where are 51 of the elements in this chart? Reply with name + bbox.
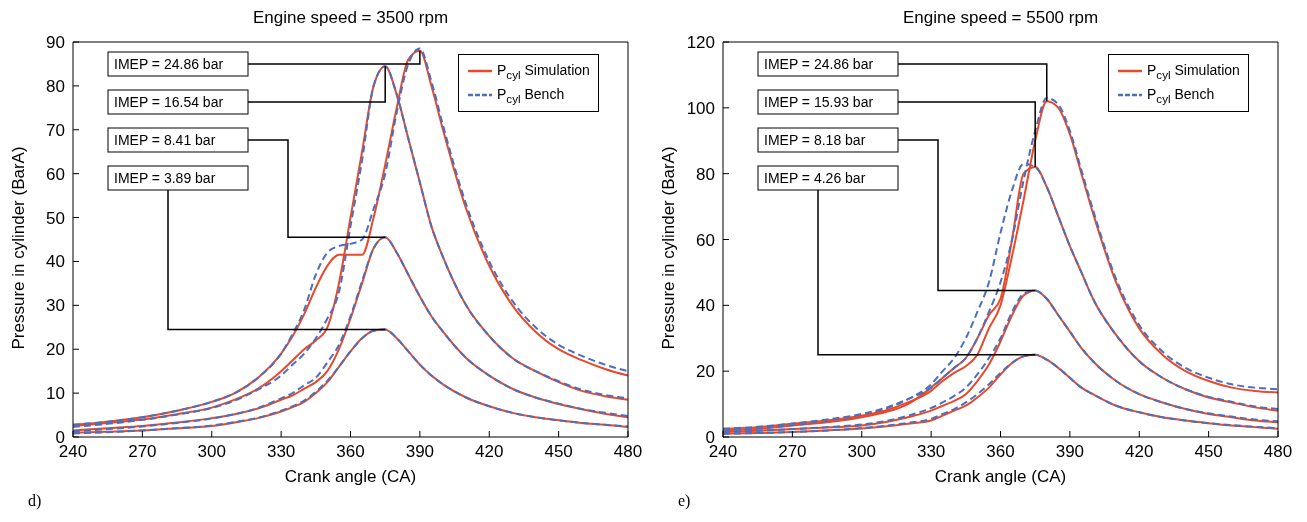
legend-label: P$_{cyl}$ Simulation — [1147, 61, 1240, 81]
x-tick-label: 390 — [405, 442, 435, 462]
y-tick-label: 80 — [696, 164, 715, 184]
x-tick-label: 300 — [197, 442, 226, 462]
annotation: IMEP = 24.86 bar — [764, 56, 874, 72]
legend-label: P$_{cyl}$ Bench — [1147, 85, 1215, 105]
x-tick-label: 450 — [1194, 442, 1223, 462]
chart-title: Engine speed = 3500 rpm — [251, 8, 450, 29]
text: d) — [27, 492, 43, 510]
annotation: IMEP = 3.89 bar — [114, 170, 216, 186]
x-tick-label: 420 — [475, 442, 504, 462]
x-axis-title: Crank angle (CA) — [934, 467, 1067, 486]
x-tick-label: 330 — [266, 442, 296, 462]
x-tick-label: 300 — [847, 442, 876, 462]
chart-title: Engine speed = 5500 rpm — [901, 8, 1100, 29]
y-tick-label: 40 — [46, 252, 65, 272]
x-tick-label: 420 — [1125, 442, 1154, 462]
y-tick-label: 80 — [46, 76, 65, 96]
x-tick-label: 360 — [336, 442, 365, 462]
y-tick-label: 20 — [696, 362, 715, 382]
y-tick-label: 50 — [46, 208, 65, 228]
annotation: IMEP = 8.41 bar — [114, 132, 216, 148]
annotation: IMEP = 24.86 bar — [114, 56, 224, 72]
annotation: IMEP = 8.18 bar — [764, 132, 866, 148]
y-tick-label: 40 — [696, 296, 715, 316]
x-tick-label: 480 — [613, 442, 643, 462]
annotation: IMEP = 16.54 bar — [114, 94, 224, 110]
x-tick-label: 480 — [1263, 442, 1293, 462]
x-tick-label: 270 — [128, 442, 157, 462]
y-tick-label: 20 — [46, 340, 65, 360]
y-tick-label: 100 — [686, 98, 715, 118]
x-tick-label: 360 — [986, 442, 1015, 462]
y-tick-label: 30 — [46, 296, 65, 316]
annotation: IMEP = 15.93 bar — [764, 94, 874, 110]
annotation: IMEP = 4.26 bar — [764, 170, 866, 186]
y-axis-title: Pressure in cylinder (BarA) — [9, 146, 29, 350]
x-tick-label: 450 — [544, 442, 573, 462]
legend-label: P$_{cyl}$ Bench — [497, 85, 565, 105]
x-tick-label: 330 — [916, 442, 946, 462]
x-tick-label: 270 — [778, 442, 807, 462]
y-tick-label: 60 — [46, 164, 65, 184]
text: e) — [677, 492, 692, 510]
y-tick-label: 60 — [696, 230, 715, 250]
x-axis-title: Crank angle (CA) — [284, 467, 417, 486]
y-tick-label: 120 — [686, 33, 715, 53]
legend-label: P$_{cyl}$ Simulation — [497, 61, 590, 81]
y-tick-label: 70 — [46, 120, 65, 140]
y-tick-label: 90 — [46, 33, 65, 53]
y-axis-title: Pressure in cylinder (BarA) — [659, 146, 679, 350]
x-tick-label: 390 — [1055, 442, 1085, 462]
y-tick-label: 10 — [46, 384, 65, 404]
